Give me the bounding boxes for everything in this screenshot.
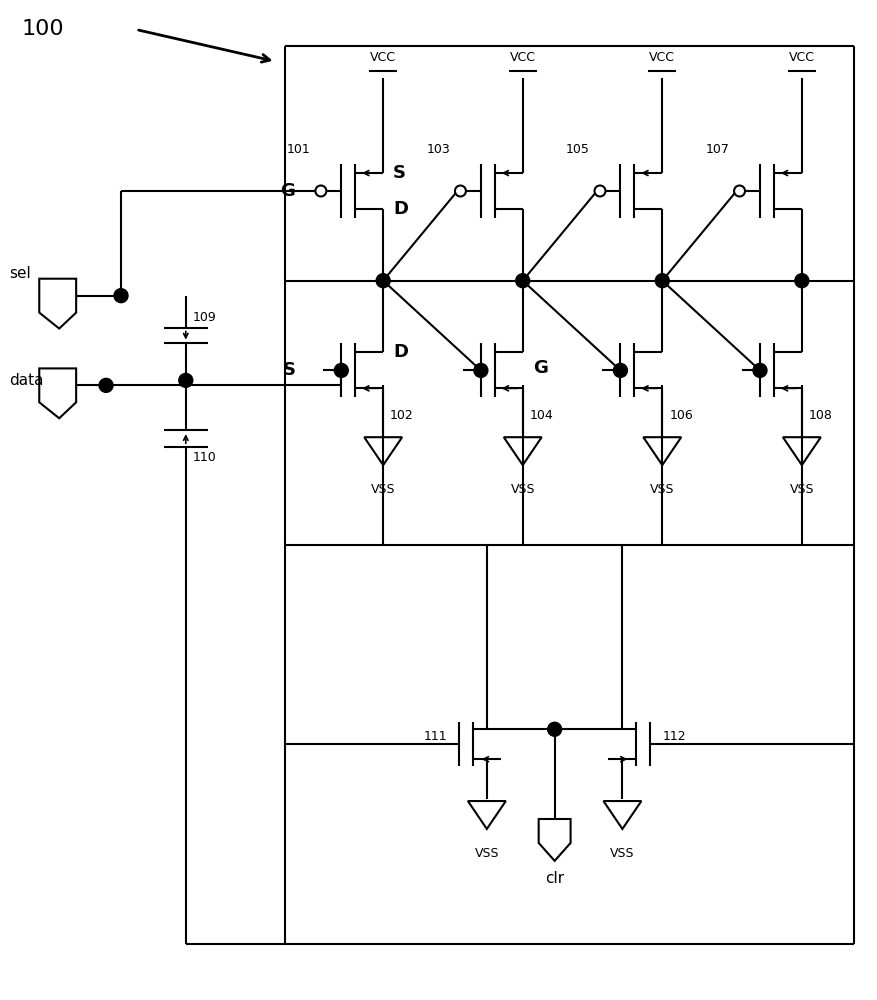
Text: VCC: VCC [510, 51, 536, 64]
Text: 101: 101 [287, 143, 310, 156]
Text: sel: sel [10, 266, 31, 281]
Circle shape [655, 274, 669, 288]
Circle shape [376, 274, 390, 288]
Text: VCC: VCC [788, 51, 815, 64]
Text: 104: 104 [530, 409, 553, 422]
Text: 106: 106 [669, 409, 693, 422]
Circle shape [334, 363, 348, 377]
Text: 100: 100 [21, 19, 64, 39]
Text: G: G [532, 359, 547, 377]
Text: VSS: VSS [474, 847, 499, 860]
Text: 112: 112 [662, 730, 686, 743]
Text: VCC: VCC [370, 51, 396, 64]
Circle shape [455, 185, 466, 196]
Circle shape [547, 722, 561, 736]
Text: VCC: VCC [649, 51, 675, 64]
Circle shape [179, 373, 193, 387]
Text: clr: clr [545, 871, 564, 886]
Circle shape [753, 363, 767, 377]
Circle shape [99, 378, 113, 392]
Text: VSS: VSS [789, 483, 814, 496]
Text: 105: 105 [566, 143, 589, 156]
Text: 103: 103 [426, 143, 450, 156]
Text: 109: 109 [193, 311, 217, 324]
Circle shape [474, 363, 488, 377]
Text: 111: 111 [424, 730, 447, 743]
Text: VSS: VSS [371, 483, 396, 496]
Text: D: D [393, 343, 408, 361]
Text: VSS: VSS [510, 483, 535, 496]
Text: 102: 102 [390, 409, 414, 422]
Circle shape [316, 185, 326, 196]
Text: S: S [393, 164, 406, 182]
Circle shape [734, 185, 745, 196]
Text: S: S [282, 361, 296, 379]
Circle shape [595, 185, 605, 196]
Circle shape [516, 274, 530, 288]
Text: 108: 108 [809, 409, 832, 422]
Text: 107: 107 [705, 143, 729, 156]
Text: D: D [393, 200, 408, 218]
Text: data: data [10, 373, 44, 388]
Circle shape [795, 274, 809, 288]
Text: 110: 110 [193, 451, 217, 464]
Circle shape [114, 289, 128, 303]
Text: VSS: VSS [650, 483, 674, 496]
Circle shape [613, 363, 627, 377]
Text: G: G [281, 182, 296, 200]
Text: VSS: VSS [610, 847, 635, 860]
